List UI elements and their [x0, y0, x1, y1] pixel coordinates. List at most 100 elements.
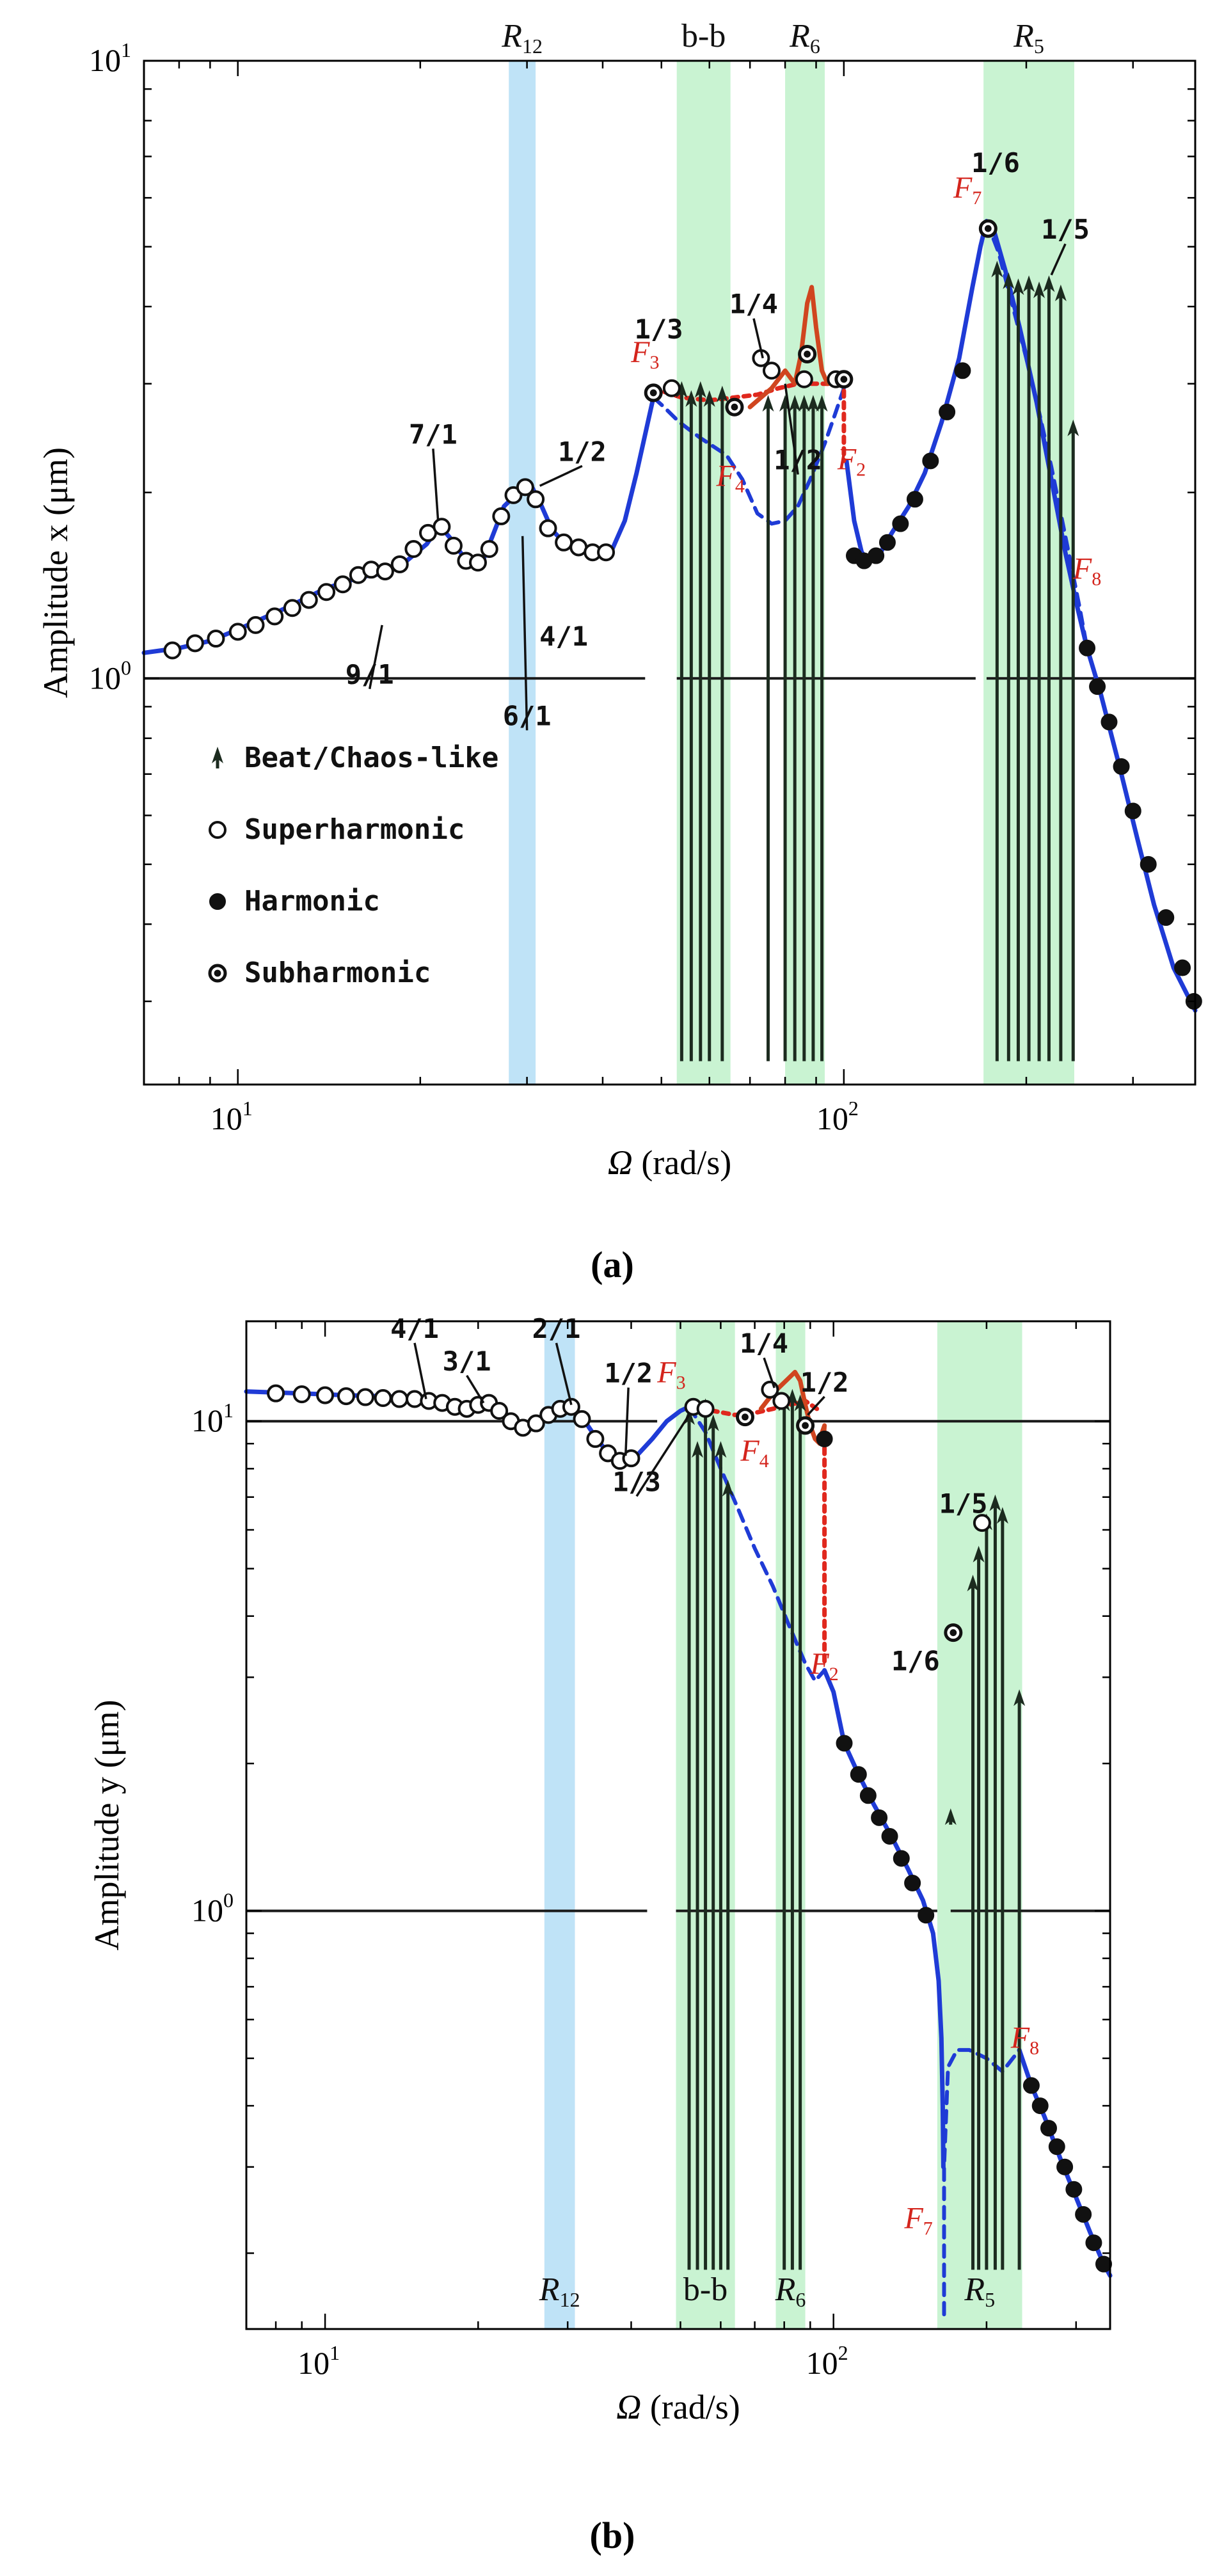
- beat-arrow-head: [762, 395, 774, 412]
- legend-half-icon: [208, 964, 227, 983]
- beat-arrow-head: [692, 1441, 704, 1458]
- marker-filled: [1056, 2158, 1074, 2175]
- annotation-leader: [521, 536, 529, 731]
- annotation-order-label: 1/2: [774, 445, 822, 476]
- beat-arrow-head: [1043, 275, 1055, 292]
- marker-open: [433, 518, 451, 536]
- annotation-bifurcation-label: F7: [953, 171, 982, 209]
- legend-label: Harmonic: [244, 885, 380, 918]
- annotation-leader: [752, 318, 764, 359]
- y-tick-label: 101: [191, 1399, 234, 1438]
- band-label-r6: R6: [789, 18, 820, 58]
- annotation-order-label: 1/2: [800, 1367, 849, 1398]
- marker-open: [316, 1386, 335, 1404]
- panel-a-caption: (a): [591, 1244, 634, 1285]
- marker-filled: [881, 1827, 898, 1845]
- axes-frame: [245, 1320, 1111, 2330]
- band-label-b-b: b-b: [681, 18, 726, 54]
- marker-half: [796, 1416, 815, 1435]
- marker-open: [333, 575, 352, 594]
- beat-arrow-head: [816, 395, 828, 412]
- y-axis-label: Amplitude x (μm): [36, 447, 75, 698]
- marker-filled: [1095, 2255, 1112, 2273]
- band-r12: [544, 1321, 575, 2329]
- x-tick-label: 102: [816, 1097, 859, 1136]
- annotation-order-label: 1/3: [612, 1466, 661, 1497]
- annotation-bifurcation-label: F2: [837, 443, 866, 481]
- marker-open: [562, 1397, 580, 1416]
- marker-filled: [836, 1735, 853, 1752]
- panel-b-axes: 101 102 100 101 Ω (rad/s) Amplitude y (μm): [88, 1320, 1111, 2426]
- marker-filled: [1079, 639, 1096, 656]
- marker-open: [299, 591, 318, 609]
- annotation-leader: [555, 1342, 573, 1406]
- marker-filled: [1022, 2077, 1040, 2094]
- annotation-order-label: 1/3: [635, 314, 683, 345]
- legend-label: Beat/Chaos-like: [244, 742, 498, 774]
- annotation-bifurcation-label: F2: [809, 1647, 838, 1685]
- marker-open: [390, 555, 409, 573]
- marker-open: [292, 1385, 311, 1404]
- beat-arrow-head: [715, 1441, 727, 1458]
- marker-open: [490, 1401, 509, 1420]
- band-label-r12: R12: [501, 18, 543, 58]
- marker-open: [539, 519, 557, 537]
- beat-arrow-head: [973, 1545, 985, 1562]
- marker-filled: [878, 534, 896, 551]
- annotation-order-label: 4/1: [390, 1313, 439, 1344]
- beat-arrow-head: [991, 260, 1003, 278]
- beat-arrow-head: [944, 1808, 957, 1825]
- marker-open: [480, 540, 498, 559]
- x-axis-label: Ω (rad/s): [616, 2388, 740, 2426]
- axes-frame: [143, 60, 1196, 1086]
- marker-open: [762, 362, 781, 380]
- annotation-order-label: 1/2: [604, 1358, 653, 1389]
- panel-b-annotations: R12 b-b R6 R5 4/13/1 2/1 1/2 1/3 1/4 1/2 1/6 1/5 F3 F…: [390, 1313, 1039, 2311]
- annotation-leader: [635, 1414, 690, 1497]
- marker-filled: [816, 1430, 833, 1447]
- beat-arrow-head: [707, 1414, 719, 1431]
- annotation-leader: [807, 1395, 825, 1416]
- band-label-r5: R5: [1013, 18, 1044, 58]
- annotation-leader: [368, 624, 383, 690]
- beat-arrow-head: [1023, 275, 1035, 292]
- marker-filled: [939, 403, 956, 420]
- marker-filled: [1089, 678, 1106, 696]
- annotation-leader: [1050, 243, 1067, 276]
- panel-b-arrows: [683, 1388, 1026, 2270]
- marker-open: [444, 536, 463, 555]
- panel-a: R12 b-b R6 R5 7/1 1/2 9/1 6/1 4/1 1/3 1/4 1/2 1/6 1/5…: [36, 18, 1202, 1285]
- marker-open: [266, 607, 284, 626]
- band-label-r12: R12: [539, 2271, 580, 2311]
- legend-arrow-icon: [212, 747, 223, 763]
- marker-open: [555, 533, 573, 552]
- legend-open-icon: [209, 821, 227, 839]
- band-r12: [509, 61, 536, 1085]
- marker-open: [283, 599, 301, 617]
- beat-arrow-head: [1033, 281, 1045, 298]
- marker-open: [597, 543, 616, 562]
- annotation-bifurcation-label: F8: [1072, 552, 1101, 590]
- marker-open: [356, 1388, 375, 1406]
- marker-open: [468, 553, 487, 572]
- x-tick-label: 101: [298, 2341, 340, 2381]
- annotation-order-label: 1/6: [891, 1645, 940, 1676]
- y-tick-label: 100: [191, 1889, 234, 1928]
- beat-arrow-head: [807, 395, 819, 412]
- annotation-bifurcation-label: F3: [656, 1356, 685, 1394]
- marker-open: [696, 1399, 715, 1418]
- marker-filled: [868, 547, 885, 564]
- annotation-leader: [466, 1374, 485, 1404]
- annotation-order-label: 3/1: [443, 1346, 491, 1377]
- annotation-bifurcation-label: F8: [1010, 2021, 1039, 2059]
- marker-open: [376, 562, 394, 581]
- marker-open: [207, 630, 225, 648]
- beat-arrow-head: [685, 390, 697, 407]
- marker-open: [516, 478, 534, 497]
- marker-filled: [1048, 2138, 1065, 2156]
- marker-half: [944, 1623, 963, 1642]
- marker-half: [798, 344, 817, 363]
- beat-arrow-head: [1003, 272, 1015, 289]
- beat-arrow-head: [1012, 278, 1024, 296]
